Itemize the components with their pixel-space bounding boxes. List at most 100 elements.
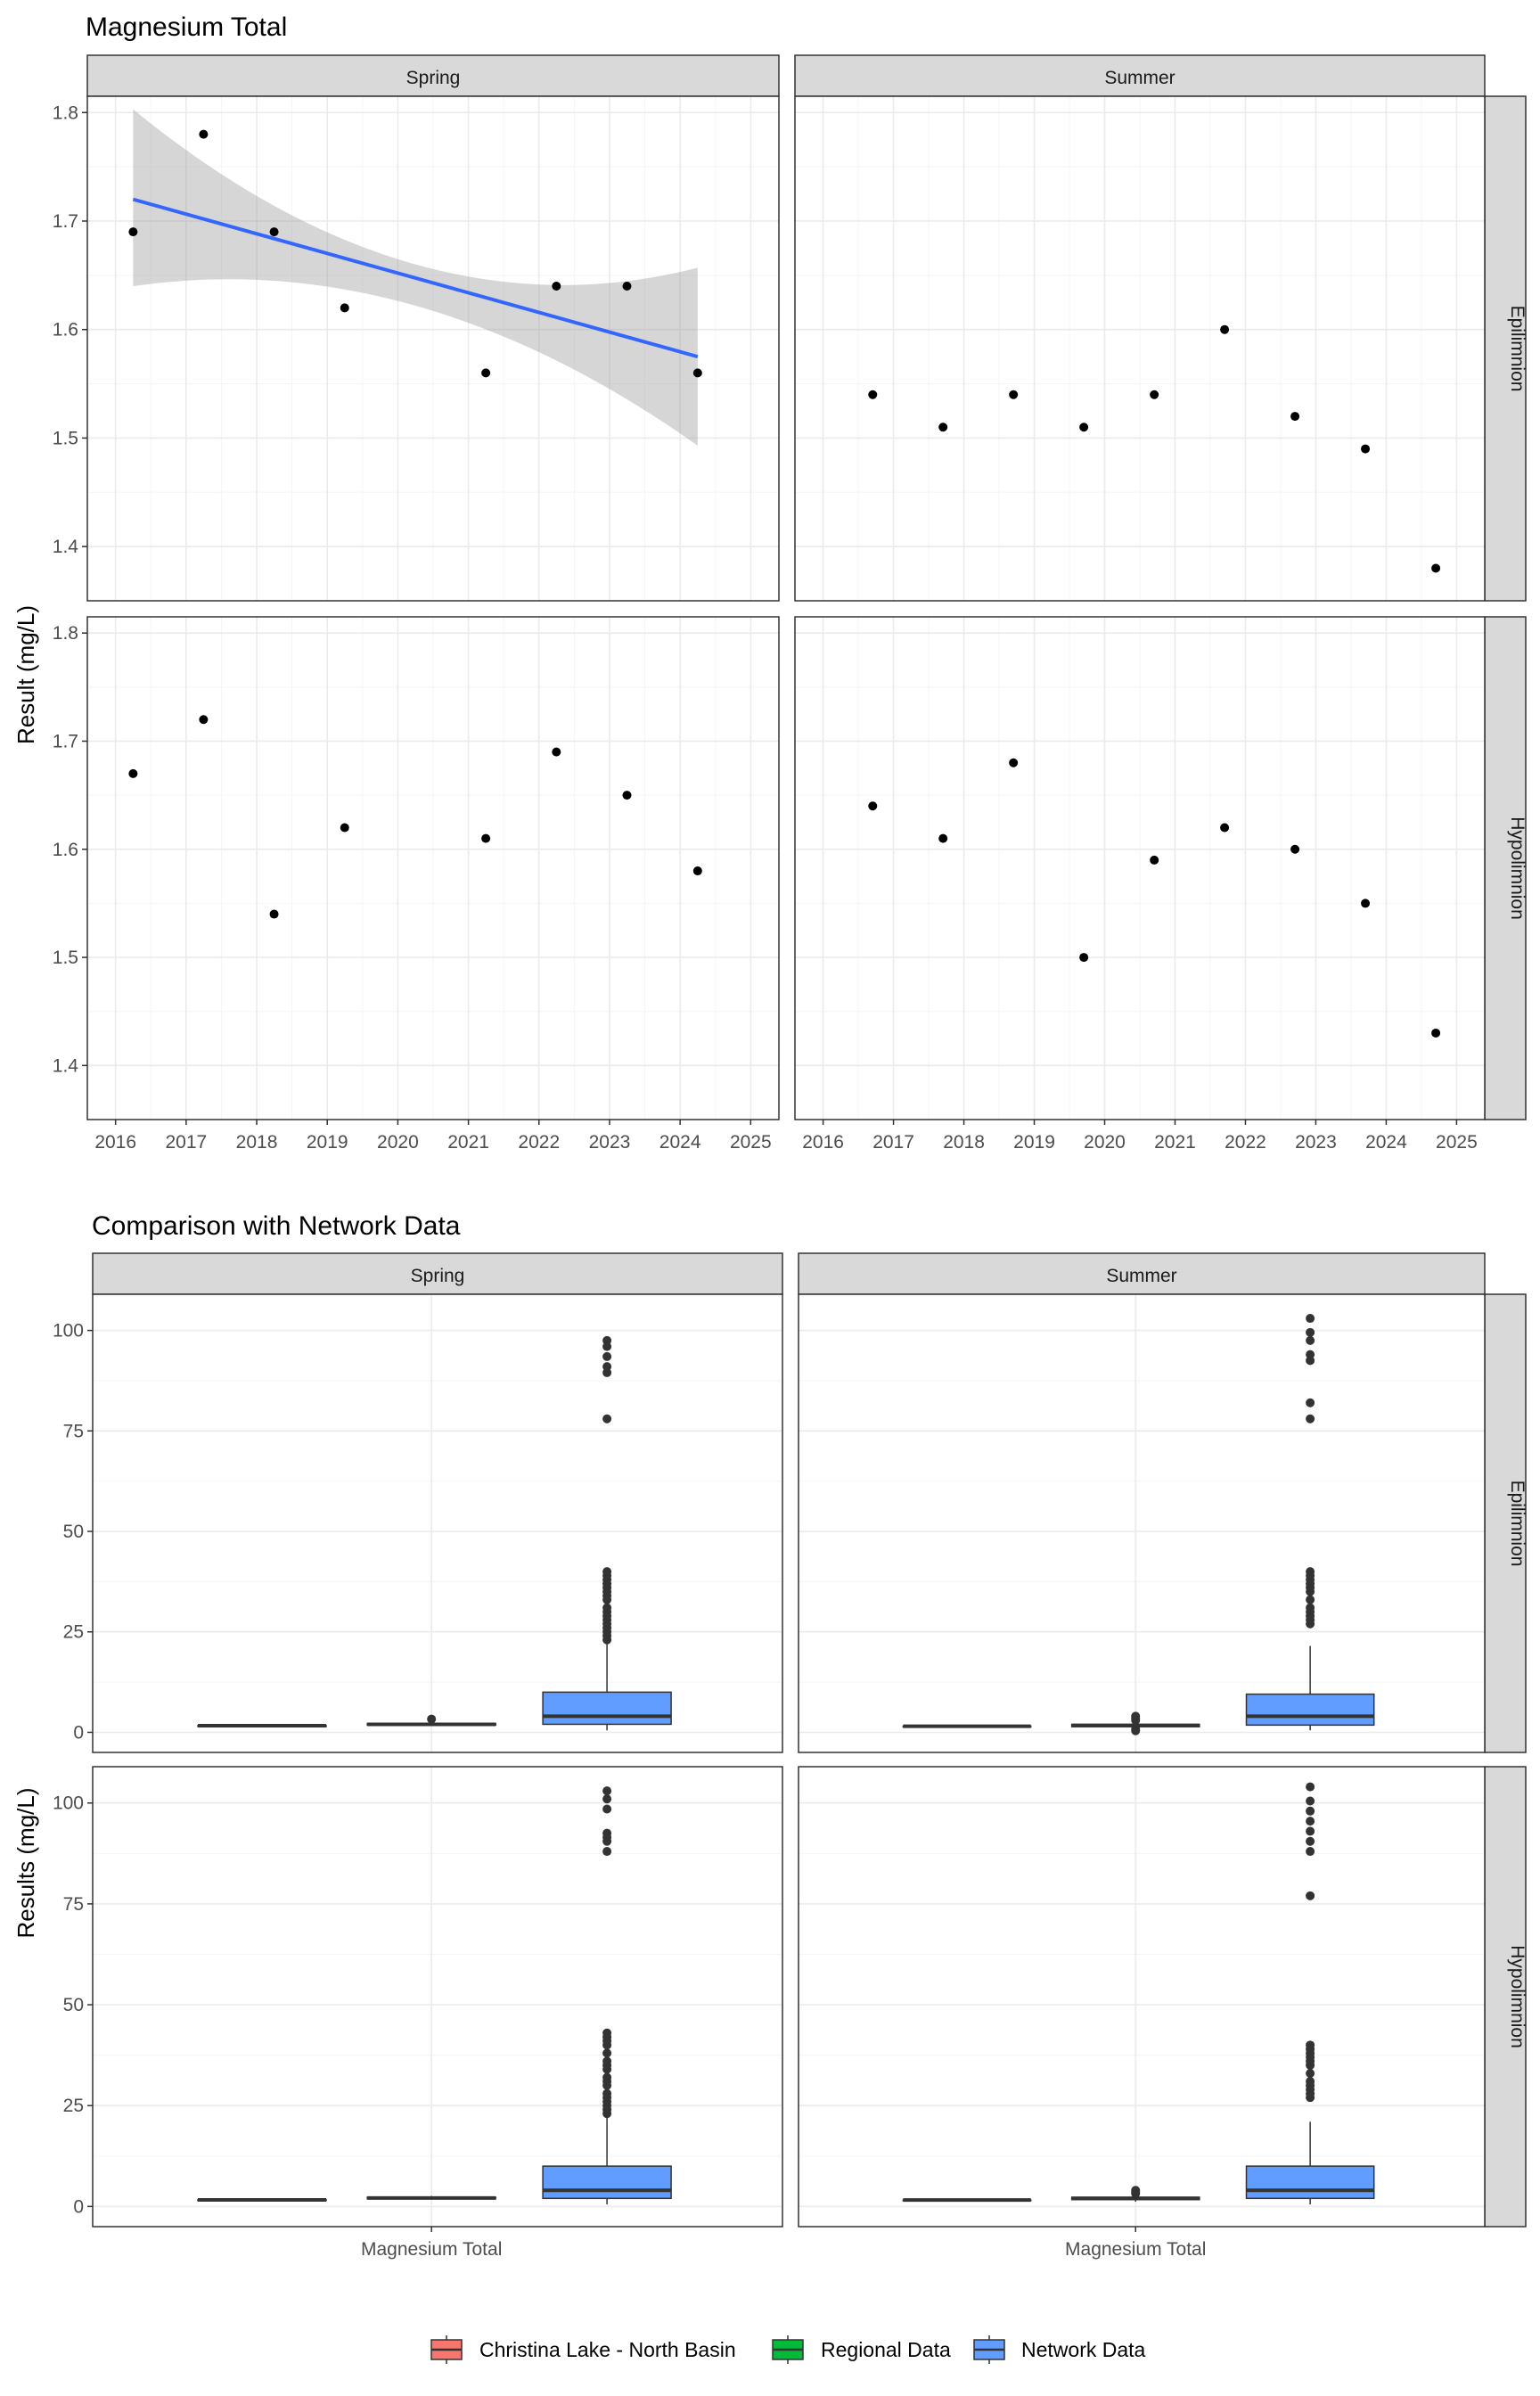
outlier-point (1306, 1414, 1315, 1424)
data-point (552, 747, 561, 757)
box (1245, 1693, 1375, 1727)
legend-item-regional-data: Regional Data (772, 2335, 951, 2364)
panel-spring-epilimnion: 1.4 1.5 1.6 1.7 1.8 (53, 95, 780, 602)
outlier-point (1306, 1567, 1315, 1577)
outlier-point (602, 2088, 612, 2098)
boxplot-network-data (542, 1786, 672, 2205)
outlier-point (602, 1567, 612, 1577)
x-tick-label: 2021 (1154, 1132, 1196, 1153)
boxplot-christina-lake-north-basin (197, 2197, 327, 2202)
boxplot-christina-lake-north-basin (902, 1724, 1032, 1728)
y-tick-label: 1.6 (53, 320, 78, 341)
outlier-point (1306, 1891, 1315, 1900)
outlier-point (602, 2072, 612, 2082)
facet-label-epilimnion: Epilimnion (1507, 1481, 1528, 1567)
y-tick-label: 50 (63, 1995, 84, 2015)
facet-strip-spring (92, 1252, 783, 1295)
facet-strip-hypolimnion (1484, 1766, 1527, 2228)
outlier-point (427, 1714, 437, 1724)
data-point (622, 282, 632, 291)
data-point (692, 368, 702, 378)
facet-label-spring: Spring (406, 68, 461, 88)
outlier-point (602, 1362, 612, 1372)
panel-background (799, 1767, 1485, 2227)
panel-spring-hypolimnion: 1.4 1.5 1.6 1.7 1.8 2016 2017 2018 2019 2020 2021 2… (53, 616, 780, 1153)
outlier-point (1306, 1782, 1315, 1792)
y-tick-label: 25 (63, 2096, 84, 2116)
x-tick-label: 2018 (236, 1132, 278, 1153)
outlier-point (602, 1804, 612, 1814)
x-tick-label: 2020 (377, 1132, 419, 1153)
data-point (269, 227, 279, 237)
data-point (199, 715, 209, 725)
data-point (552, 282, 561, 291)
outlier-point (602, 2048, 612, 2058)
data-point (1150, 855, 1159, 865)
y-tick-label: 100 (53, 1321, 84, 1342)
data-point (269, 909, 279, 919)
legend-item-christina-lake-north-basin: Christina Lake - North Basin (430, 2335, 736, 2364)
data-point (938, 833, 948, 843)
x-tick-label: Magnesium Total (1065, 2239, 1206, 2260)
facet-label-summer: Summer (1104, 68, 1175, 88)
facet-strip-summer (794, 54, 1486, 97)
outlier-point (602, 1414, 612, 1424)
boxplot-network-data (542, 1335, 672, 1731)
outlier-point (602, 2028, 612, 2038)
x-tick-label: 2022 (518, 1132, 560, 1153)
data-point (1431, 563, 1441, 573)
facet-strip-summer (798, 1252, 1486, 1295)
outlier-point (602, 1847, 612, 1857)
y-tick-label: 1.6 (53, 840, 78, 860)
data-point (1361, 898, 1371, 908)
outlier-point (602, 1794, 612, 1804)
panel-border (794, 616, 1486, 1120)
y-tick-label: 1.5 (53, 428, 78, 448)
legend-item-network-data: Network Data (973, 2335, 1146, 2364)
x-tick-label: 2022 (1225, 1132, 1266, 1153)
panel-border (92, 1766, 783, 2228)
facet-strip-epilimnion (1484, 1293, 1527, 1753)
data-point (1220, 324, 1230, 334)
data-point (1009, 758, 1019, 767)
x-tick-label: 2017 (165, 1132, 207, 1153)
outlier-point (1131, 1711, 1141, 1721)
panel-border (798, 1293, 1486, 1753)
facet-strip-hypolimnion (1484, 616, 1527, 1120)
y-tick-label: 100 (53, 1793, 84, 1814)
data-point (622, 791, 632, 800)
x-tick-label: 2020 (1084, 1132, 1126, 1153)
outlier-point (1306, 1327, 1315, 1337)
data-point (199, 129, 209, 139)
facet-label-hypolimnion: Hypolimnion (1507, 816, 1528, 920)
x-tick-label: 2024 (1365, 1132, 1407, 1153)
y-tick-label: 50 (63, 1522, 84, 1542)
x-tick-label: 2016 (94, 1132, 136, 1153)
y-tick-label: 0 (73, 2196, 84, 2217)
outlier-point (1306, 1796, 1315, 1806)
outlier-point (1306, 2077, 1315, 2087)
boxplot-network-data (1245, 1782, 1375, 2205)
outlier-point (602, 2056, 612, 2066)
data-point (868, 390, 878, 399)
legend-label: Network Data (1021, 2338, 1146, 2361)
data-point (1009, 390, 1019, 399)
y-axis-label: Result (mg/L) (12, 605, 39, 744)
y-axis-label: Results (mg/L) (12, 1787, 39, 1938)
boxplot-regional-data (366, 1714, 496, 1727)
outlier-point (602, 1335, 612, 1345)
data-point (128, 227, 138, 237)
x-tick-label: 2024 (659, 1132, 701, 1153)
panel-border (798, 1766, 1486, 2228)
facet-label-spring: Spring (411, 1266, 465, 1286)
boxplot-regional-data (366, 2195, 496, 2200)
y-tick-label: 1.8 (53, 103, 78, 123)
x-tick-label: 2019 (307, 1132, 348, 1153)
data-point (692, 866, 702, 876)
y-tick-label: 1.4 (53, 1055, 79, 1076)
data-point (1150, 390, 1159, 399)
outlier-point (602, 1603, 612, 1612)
chart-network-comparison: Comparison with Network Data Results (mg/… (12, 1211, 1528, 2260)
y-tick-label: 1.5 (53, 948, 78, 968)
